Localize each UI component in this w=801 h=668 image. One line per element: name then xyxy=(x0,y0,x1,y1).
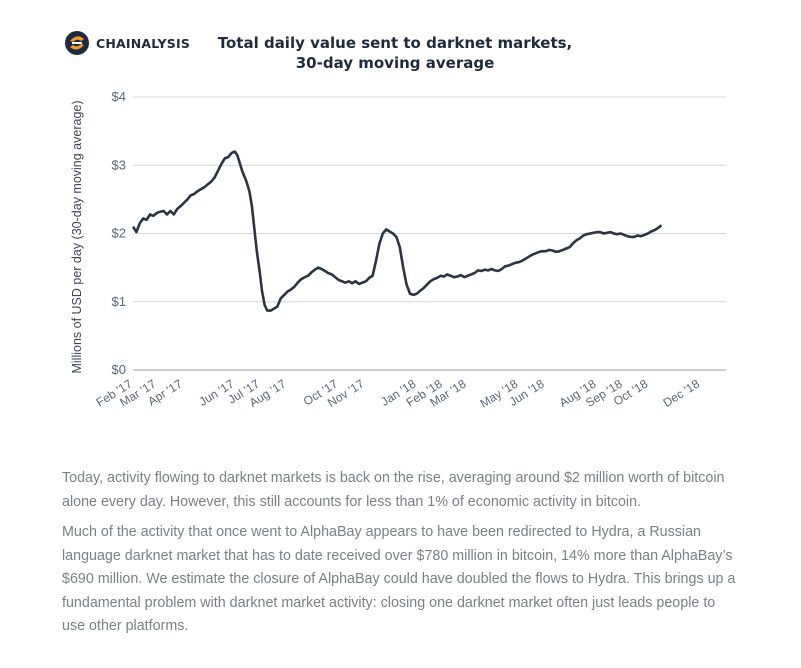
y-tick-label: $4 xyxy=(112,89,126,104)
brand-name: CHAINALYSIS xyxy=(96,35,191,51)
chart-title-line1: Total daily value sent to darknet market… xyxy=(217,34,573,52)
brand-logo: CHAINALYSIS xyxy=(64,30,190,56)
y-tick-label: $2 xyxy=(112,226,126,241)
y-tick-label: $3 xyxy=(112,157,126,172)
body-paragraph-2: Much of the activity that once went to A… xyxy=(62,524,736,634)
chart-title: Total daily value sent to darknet market… xyxy=(200,33,590,73)
body-paragraph-1: Today, activity flowing to darknet marke… xyxy=(62,470,725,510)
y-axis-label: Millions of USD per day (30-day moving a… xyxy=(70,100,84,373)
y-tick-labels: $0 $1 $2 $3 $4 xyxy=(112,89,126,377)
grid-lines xyxy=(133,96,726,371)
y-tick-label: $0 xyxy=(112,362,126,377)
chainalysis-logo-icon xyxy=(65,31,89,55)
x-tick-label: Dec '18 xyxy=(660,376,702,409)
chart-title-line2: 30-day moving average xyxy=(295,54,495,72)
y-tick-label: $1 xyxy=(112,294,126,309)
series-line xyxy=(131,150,663,312)
